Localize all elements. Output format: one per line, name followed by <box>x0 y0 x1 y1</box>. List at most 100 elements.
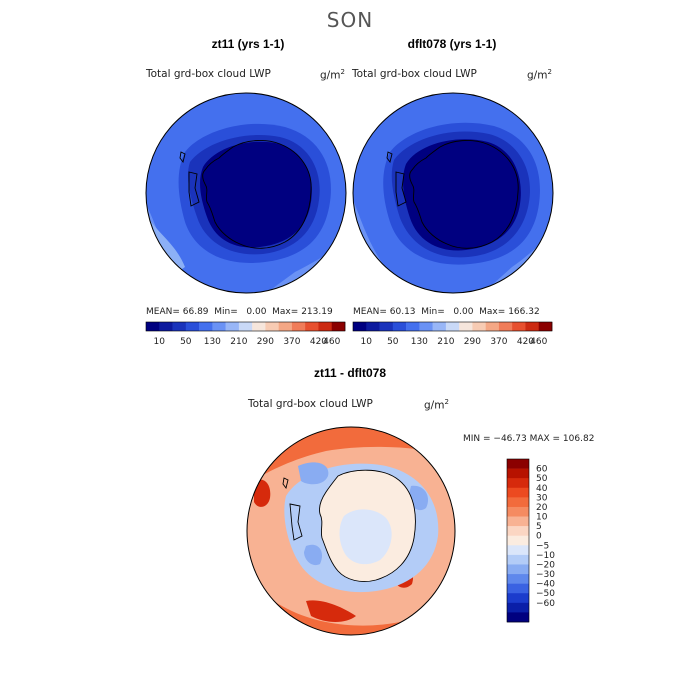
panel-1-colorbar-swatch <box>238 322 253 331</box>
panel-1-polar-map <box>145 92 347 294</box>
panel-1-colorbar-swatch <box>199 322 213 331</box>
diff-colorbar-swatch <box>507 497 529 508</box>
panel-2-variable-label: Total grd-box cloud LWP <box>352 68 477 80</box>
diff-panel-units: g/m2 <box>424 398 449 412</box>
diff-panel-variable-label: Total grd-box cloud LWP <box>248 398 373 410</box>
diff-colorbar-swatch <box>507 574 529 584</box>
panel-1-units: g/m2 <box>320 68 345 82</box>
panel-2-colorbar-swatch <box>432 322 447 331</box>
panel-2-colorbar-swatch <box>353 322 367 331</box>
panel-1-colorbar-tick-label: 50 <box>180 337 192 347</box>
diff-colorbar-swatch <box>507 593 529 604</box>
panel-2-coastline <box>386 140 519 249</box>
diff-hot-spots <box>254 479 414 622</box>
panel-2-colorbar-swatch <box>459 322 473 331</box>
diff-colorbar-tick-label: −5 <box>536 541 549 551</box>
panel-2-colorbar-swatch <box>419 322 433 331</box>
diff-coastline <box>282 469 416 582</box>
diff-colorbar-tick-label: −50 <box>536 589 555 599</box>
panel-1-stats: MEAN= 66.89 Min= 0.00 Max= 213.19 <box>146 307 333 317</box>
panel-1-colorbar-swatch <box>146 322 160 331</box>
panel-2-colorbar-tick-label: 420 <box>517 337 534 347</box>
diff-colorbar-swatch <box>507 506 529 517</box>
panel-1-colorbar-tick-label: 460 <box>323 337 340 347</box>
panel-2-colorbar-tick-label: 130 <box>411 337 428 347</box>
panel-1-colorbar-frame <box>145 321 346 332</box>
diff-map-border <box>246 426 456 636</box>
diff-polar-map <box>246 426 456 636</box>
diff-colorbar-tick-label: −60 <box>536 599 555 609</box>
diff-colorbar-tick-label: −30 <box>536 570 555 580</box>
diff-colorbar-tick-label: −20 <box>536 560 555 570</box>
diff-colorbar-swatch <box>507 459 529 469</box>
panel-1-colorbar-swatch <box>331 322 346 331</box>
diff-colorbar-frame <box>506 458 530 623</box>
panel-2-colorbar-tick-label: 460 <box>530 337 547 347</box>
panel-2-colorbar-swatch <box>379 322 394 331</box>
diff-colorbar-swatch <box>507 535 529 546</box>
panel-2-colorbar-frame <box>352 321 553 332</box>
panel-2-antarctica-field <box>403 139 521 251</box>
panel-1-colorbar-swatch <box>252 322 266 331</box>
diff-colorbar-swatch <box>507 554 529 565</box>
panel-1-colorbar-swatch <box>159 322 173 331</box>
diff-colorbar-swatch <box>507 564 529 575</box>
panel-1-colorbar-tick-label: 10 <box>154 337 166 347</box>
diff-colorbar-swatch <box>507 612 529 623</box>
diff-cool-patch <box>298 462 429 566</box>
panel-2-colorbar-swatch <box>538 322 553 331</box>
diff-colorbar-tick-label: 60 <box>536 465 548 475</box>
panel-1-colorbar-tick-label: 290 <box>257 337 274 347</box>
panel-2-colorbar-swatch <box>445 322 460 331</box>
diff-colorbar-tick-label: 30 <box>536 493 548 503</box>
panel-1-title: zt11 (yrs 1-1) <box>211 37 285 51</box>
diff-colorbar-swatch <box>507 526 529 537</box>
panel-1-antarctica-field <box>200 141 312 248</box>
panel-2-colorbar-tick-label: 370 <box>490 337 507 347</box>
panel-1-colorbar-swatch <box>212 322 226 331</box>
panel-1-map-border <box>145 92 347 294</box>
panel-2-colorbar-tick-label: 10 <box>361 337 373 347</box>
panel-1-colorbar-swatch <box>225 322 240 331</box>
diff-colorbar-tick-label: 10 <box>536 513 548 523</box>
panel-1-variable-label: Total grd-box cloud LWP <box>146 68 271 80</box>
diff-colorbar-tick-label: 50 <box>536 474 548 484</box>
panel-1-colorbar-swatch <box>172 322 187 331</box>
panel-2-colorbar-swatch <box>498 322 513 331</box>
panel-2-units: g/m2 <box>527 68 552 82</box>
diff-colorbar-tick-label: 20 <box>536 503 548 513</box>
panel-2-stats: MEAN= 60.13 Min= 0.00 Max= 166.32 <box>353 307 540 317</box>
panel-2-colorbar-swatch <box>406 322 420 331</box>
diff-colorbar-swatch <box>507 487 529 498</box>
panel-2-colorbar-tick-label: 210 <box>437 337 454 347</box>
diff-colorbar-swatch <box>507 478 529 489</box>
panel-2-colorbar-swatch <box>485 322 500 331</box>
panel-1-colorbar-swatch <box>265 322 279 331</box>
diff-colorbar-tick-label: −40 <box>536 580 555 590</box>
panel-2-colorbar-swatch <box>472 322 486 331</box>
diff-colorbar-swatch <box>507 583 529 594</box>
panel-1-colorbar-swatch <box>278 322 293 331</box>
panel-2-colorbar-swatch <box>392 322 407 331</box>
panel-2-colorbar-swatch <box>366 322 380 331</box>
panel-2-colorbar-swatch <box>512 322 526 331</box>
diff-colorbar-tick-label: −10 <box>536 551 555 561</box>
diff-panel-title: zt11 - dflt078 <box>313 366 387 380</box>
diff-colorbar-tick-label: 40 <box>536 484 548 494</box>
panel-2-title: dflt078 (yrs 1-1) <box>407 37 497 51</box>
panel-2-polar-map <box>352 92 554 294</box>
panel-1-colorbar-tick-label: 210 <box>230 337 247 347</box>
figure-title: SON <box>326 8 374 32</box>
panel-2-colorbar-tick-label: 290 <box>464 337 481 347</box>
diff-antarctica-cool <box>339 509 392 565</box>
diff-panel-stats: MIN = −46.73 MAX = 106.82 <box>463 434 595 444</box>
panel-1-colorbar-swatch <box>318 322 333 331</box>
panel-1-colorbar-tick-label: 130 <box>204 337 221 347</box>
diff-colorbar-swatch <box>507 468 529 479</box>
panel-2-map-border <box>352 92 554 294</box>
panel-1-colorbar-tick-label: 370 <box>283 337 300 347</box>
panel-1-colorbar-tick-label: 420 <box>310 337 327 347</box>
diff-colorbar-swatch <box>507 516 529 527</box>
